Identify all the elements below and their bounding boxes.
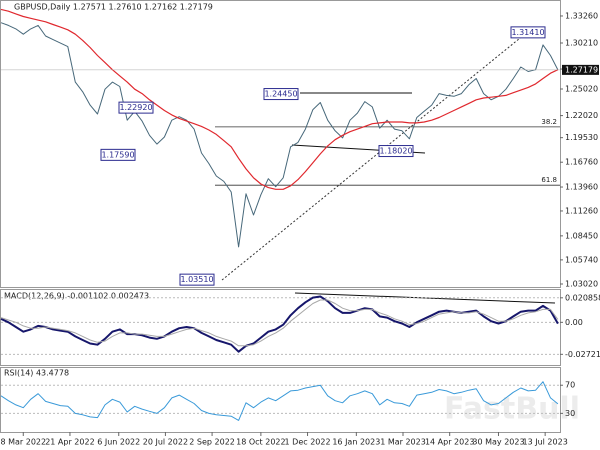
y-tick-label: -0.027213 — [565, 350, 600, 359]
y-tick-label: 1.22020 — [565, 111, 598, 120]
x-tick-label: 20 Jul 2022 — [143, 438, 188, 447]
price-annotation-box — [118, 101, 154, 114]
x-tick-label: 13 Jul 2023 — [523, 438, 568, 447]
y-tick-label: 1.16760 — [565, 158, 598, 167]
y-tick-label: 1.03020 — [565, 279, 598, 288]
series-line — [0, 8, 559, 190]
series-line — [0, 381, 559, 421]
price-annotation: 1.24450 — [264, 90, 297, 99]
x-tick-label: 18 Oct 2022 — [236, 438, 285, 447]
x-tick-label: 21 Apr 2022 — [45, 438, 94, 447]
y-tick-label: 70 — [565, 381, 575, 390]
y-tick-label: 1.05740 — [565, 255, 598, 264]
price-annotation: 1.17590 — [101, 150, 134, 159]
y-tick-label: 1.25020 — [565, 85, 598, 94]
x-tick-label: 1 Mar 2023 — [380, 438, 426, 447]
y-tick-label: 1.33260 — [565, 11, 598, 20]
y-tick-label: 1.11260 — [565, 206, 598, 215]
price-annotation-box — [100, 148, 136, 161]
price-annotation: 1.18020 — [379, 147, 412, 156]
x-tick-label: 16 Jan 2023 — [332, 438, 380, 447]
price-annotation: 1.31410 — [511, 28, 544, 37]
price-annotation: 1.22920 — [119, 103, 152, 112]
fib-label: 38.2 — [541, 118, 557, 126]
y-tick-label: 1.13960 — [565, 183, 598, 192]
x-tick-label: 6 Jun 2022 — [97, 438, 140, 447]
y-tick-label: 0.020858 — [565, 293, 600, 302]
rsi-header: RSI(14) 43.4778 — [4, 369, 69, 378]
x-tick-label: 8 Mar 2022 — [0, 438, 46, 447]
price-panel — [0, 0, 561, 288]
watermark: FastBull — [444, 392, 580, 427]
price-annotation-box — [179, 273, 215, 286]
y-tick-label: 0.00 — [565, 318, 583, 327]
series-line — [0, 295, 559, 353]
y-tick-label: 1.08450 — [565, 231, 598, 240]
x-tick-label: 30 May 2023 — [472, 438, 524, 447]
rsi-panel — [0, 367, 561, 433]
current-price-label: 1.27179 — [565, 65, 598, 74]
x-tick-label: 14 Apr 2023 — [425, 438, 474, 447]
series-line — [0, 22, 559, 248]
y-tick-label: 1.19530 — [565, 133, 598, 142]
price-annotation: 1.03510 — [180, 275, 213, 284]
x-tick-label: 1 Dec 2022 — [285, 438, 331, 447]
price-annotation-box — [263, 88, 299, 101]
fib-label: 61.8 — [541, 176, 557, 184]
y-tick-label: 30 — [565, 409, 575, 418]
y-tick-label: 1.30210 — [565, 39, 598, 48]
price-annotation-box — [510, 26, 546, 39]
macd-header: MACD(12,26,9) -0.001102 0.002473 — [4, 292, 149, 301]
x-tick-label: 2 Sep 2022 — [189, 438, 235, 447]
price-header: GBPUSD,Daily 1.27571 1.27610 1.27162 1.2… — [14, 3, 213, 12]
price-annotation-box — [378, 145, 414, 158]
series-line — [0, 299, 559, 347]
current-price-box — [562, 64, 599, 75]
macd-panel — [0, 289, 561, 366]
